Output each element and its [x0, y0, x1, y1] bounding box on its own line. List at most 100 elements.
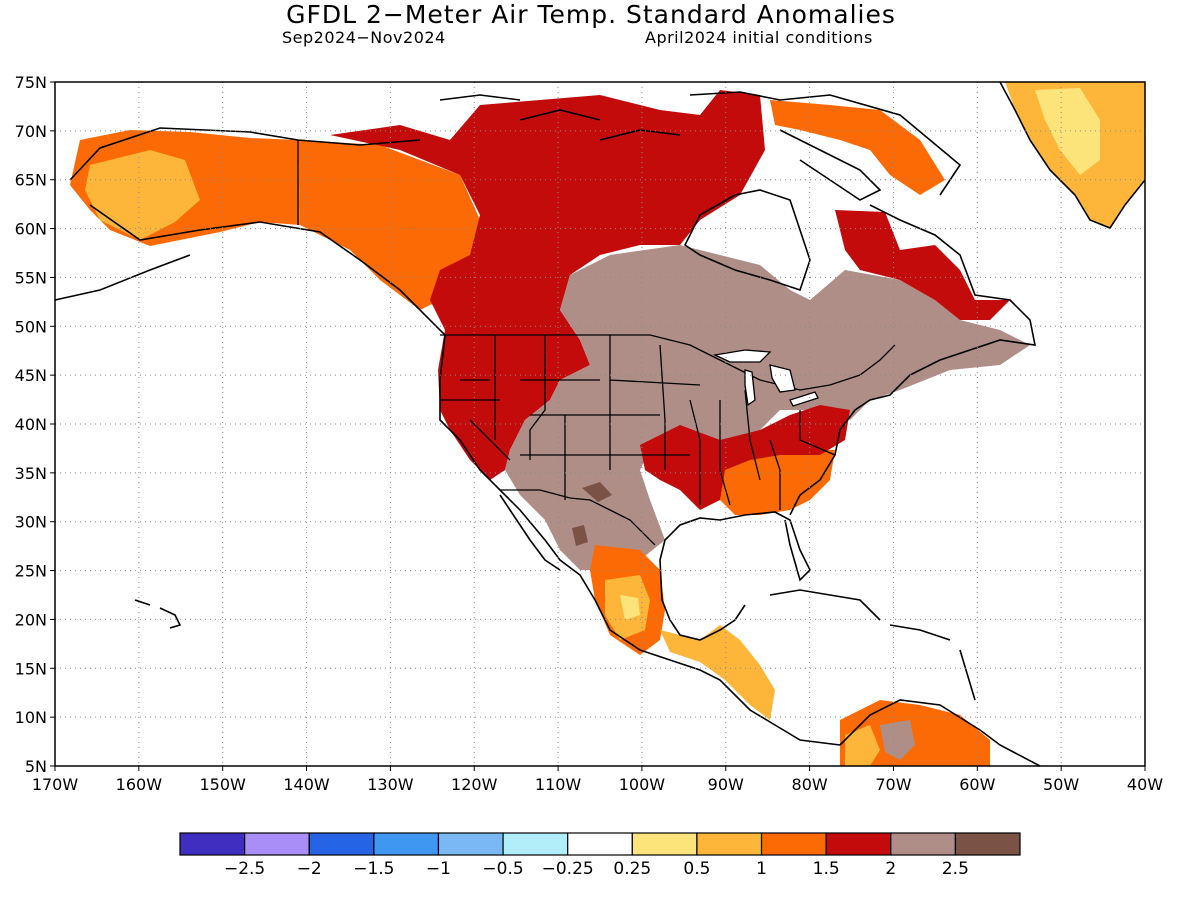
colorbar-swatch [373, 832, 440, 856]
west-coast [419, 309, 841, 746]
lat-tick-label: 60N [15, 220, 47, 239]
lat-tick-label: 30N [15, 513, 47, 532]
lat-tick-label: 55N [15, 268, 47, 287]
colorbar-label: −1.5 [353, 859, 394, 879]
lat-tick-label: 50N [15, 317, 47, 336]
yukon-field [298, 140, 480, 310]
anomaly-fields [70, 82, 1145, 766]
central-america-field [660, 625, 775, 720]
colorbar-label: −0.5 [482, 859, 523, 879]
colorbar-label: −1 [426, 859, 451, 879]
initial-conditions: April2024 initial conditions [645, 28, 873, 47]
colorbar-swatch [825, 832, 892, 856]
lat-tick-label: 75N [15, 73, 47, 92]
forecast-period: Sep2024−Nov2024 [282, 28, 446, 47]
lon-tick-label: 50W [1043, 775, 1079, 794]
canada-red-field [330, 90, 765, 480]
lat-tick-label: 45N [15, 366, 47, 385]
baja-coast [499, 494, 561, 571]
colorbar-swatch [437, 832, 504, 856]
south-america-light-field [845, 725, 880, 766]
alaska-light-field [85, 150, 200, 240]
lat-tick-label: 25N [15, 562, 47, 581]
lat-tick-label: 35N [15, 464, 47, 483]
colorbar-swatch [244, 832, 310, 856]
lat-tick-label: 65N [15, 171, 47, 190]
colorbar-label: −2.5 [224, 859, 265, 879]
latitude-axis: 75N 70N 65N 60N 55N 50N 45N 40N 35N 30N 25N 20N 15N 1… [15, 73, 55, 776]
greenland-coast [999, 81, 1146, 229]
lon-tick-label: 70W [875, 775, 911, 794]
lon-tick-label: 160W [116, 775, 163, 794]
lon-tick-label: 90W [708, 775, 744, 794]
colorbar-label: 2 [885, 859, 896, 879]
colorbar-swatch [502, 832, 569, 856]
colorbar-swatch [179, 832, 246, 856]
southeast-orange-field [720, 450, 835, 515]
mexico-dark-patch [572, 525, 588, 546]
colorbar-labels: −2.5 −2 −1.5 −1 −0.5 −0.25 0.25 0.5 1 1.5 2 2.5 [224, 859, 969, 879]
borders [297, 140, 896, 546]
hawaii [134, 599, 182, 629]
lake-michigan [744, 369, 756, 407]
colorbar [179, 832, 1021, 856]
lon-tick-label: 60W [959, 775, 995, 794]
colorbar-label: −0.25 [542, 859, 594, 879]
south-america-coast [839, 699, 1041, 767]
lat-tick-label: 40N [15, 415, 47, 434]
arctic-orange-field [770, 100, 945, 195]
greenland-light-field [1035, 88, 1100, 175]
lon-tick-label: 150W [200, 775, 247, 794]
lat-tick-label: 20N [15, 610, 47, 629]
gridlines [55, 82, 1145, 766]
great-lakes [712, 349, 819, 407]
labrador-red-field [835, 210, 1010, 320]
south-america-brown-field [880, 720, 915, 760]
lake-huron [769, 364, 796, 393]
colorbar-label: 0.25 [613, 859, 651, 879]
us-mexico-border [500, 489, 656, 546]
lat-tick-label: 15N [15, 659, 47, 678]
central-brown-field [505, 245, 1030, 570]
hudson-bay [683, 189, 811, 292]
lake-superior [712, 349, 772, 363]
lon-tick-label: 40W [1127, 775, 1163, 794]
lat-tick-label: 10N [15, 708, 47, 727]
lake-erie [789, 391, 819, 407]
lon-tick-label: 170W [32, 775, 79, 794]
colorbar-label: −2 [297, 859, 322, 879]
colorbar-swatch [567, 832, 633, 856]
chart-title: GFDL 2−Meter Air Temp. Standard Anomalie… [286, 0, 896, 29]
east-coast [789, 204, 1037, 516]
southwest-dark-patch [582, 482, 612, 502]
colorbar-swatch [954, 832, 1021, 856]
gulf-coast [659, 511, 811, 641]
lon-tick-label: 110W [535, 775, 582, 794]
lon-tick-label: 140W [283, 775, 330, 794]
colorbar-label: 0.5 [683, 859, 710, 879]
lon-tick-label: 80W [792, 775, 828, 794]
us-canada-border [440, 334, 896, 391]
colorbar-label: 2.5 [942, 859, 969, 879]
colorbar-label: 1.5 [813, 859, 840, 879]
colorbar-swatch [696, 832, 763, 856]
longitude-axis: 170W 160W 150W 140W 130W 120W 110W 100W 90W 80W 70… [32, 766, 1163, 794]
coastlines [54, 81, 1146, 767]
colorbar-swatch [308, 832, 375, 856]
state-borders [440, 335, 836, 510]
lon-tick-label: 130W [367, 775, 414, 794]
lat-tick-label: 5N [25, 757, 47, 776]
lat-tick-label: 70N [15, 122, 47, 141]
alaska-coast [54, 127, 421, 311]
colorbar-swatch [890, 832, 956, 856]
colorbar-label: 1 [756, 859, 767, 879]
arctic-islands [439, 91, 962, 201]
colorbar-swatch [760, 832, 827, 856]
caribbean [769, 589, 976, 701]
colorbar-swatch [631, 832, 698, 856]
south-central-red-field [640, 405, 850, 510]
lon-tick-label: 100W [619, 775, 666, 794]
mexico-pale-field [620, 595, 640, 620]
lon-tick-label: 120W [451, 775, 498, 794]
